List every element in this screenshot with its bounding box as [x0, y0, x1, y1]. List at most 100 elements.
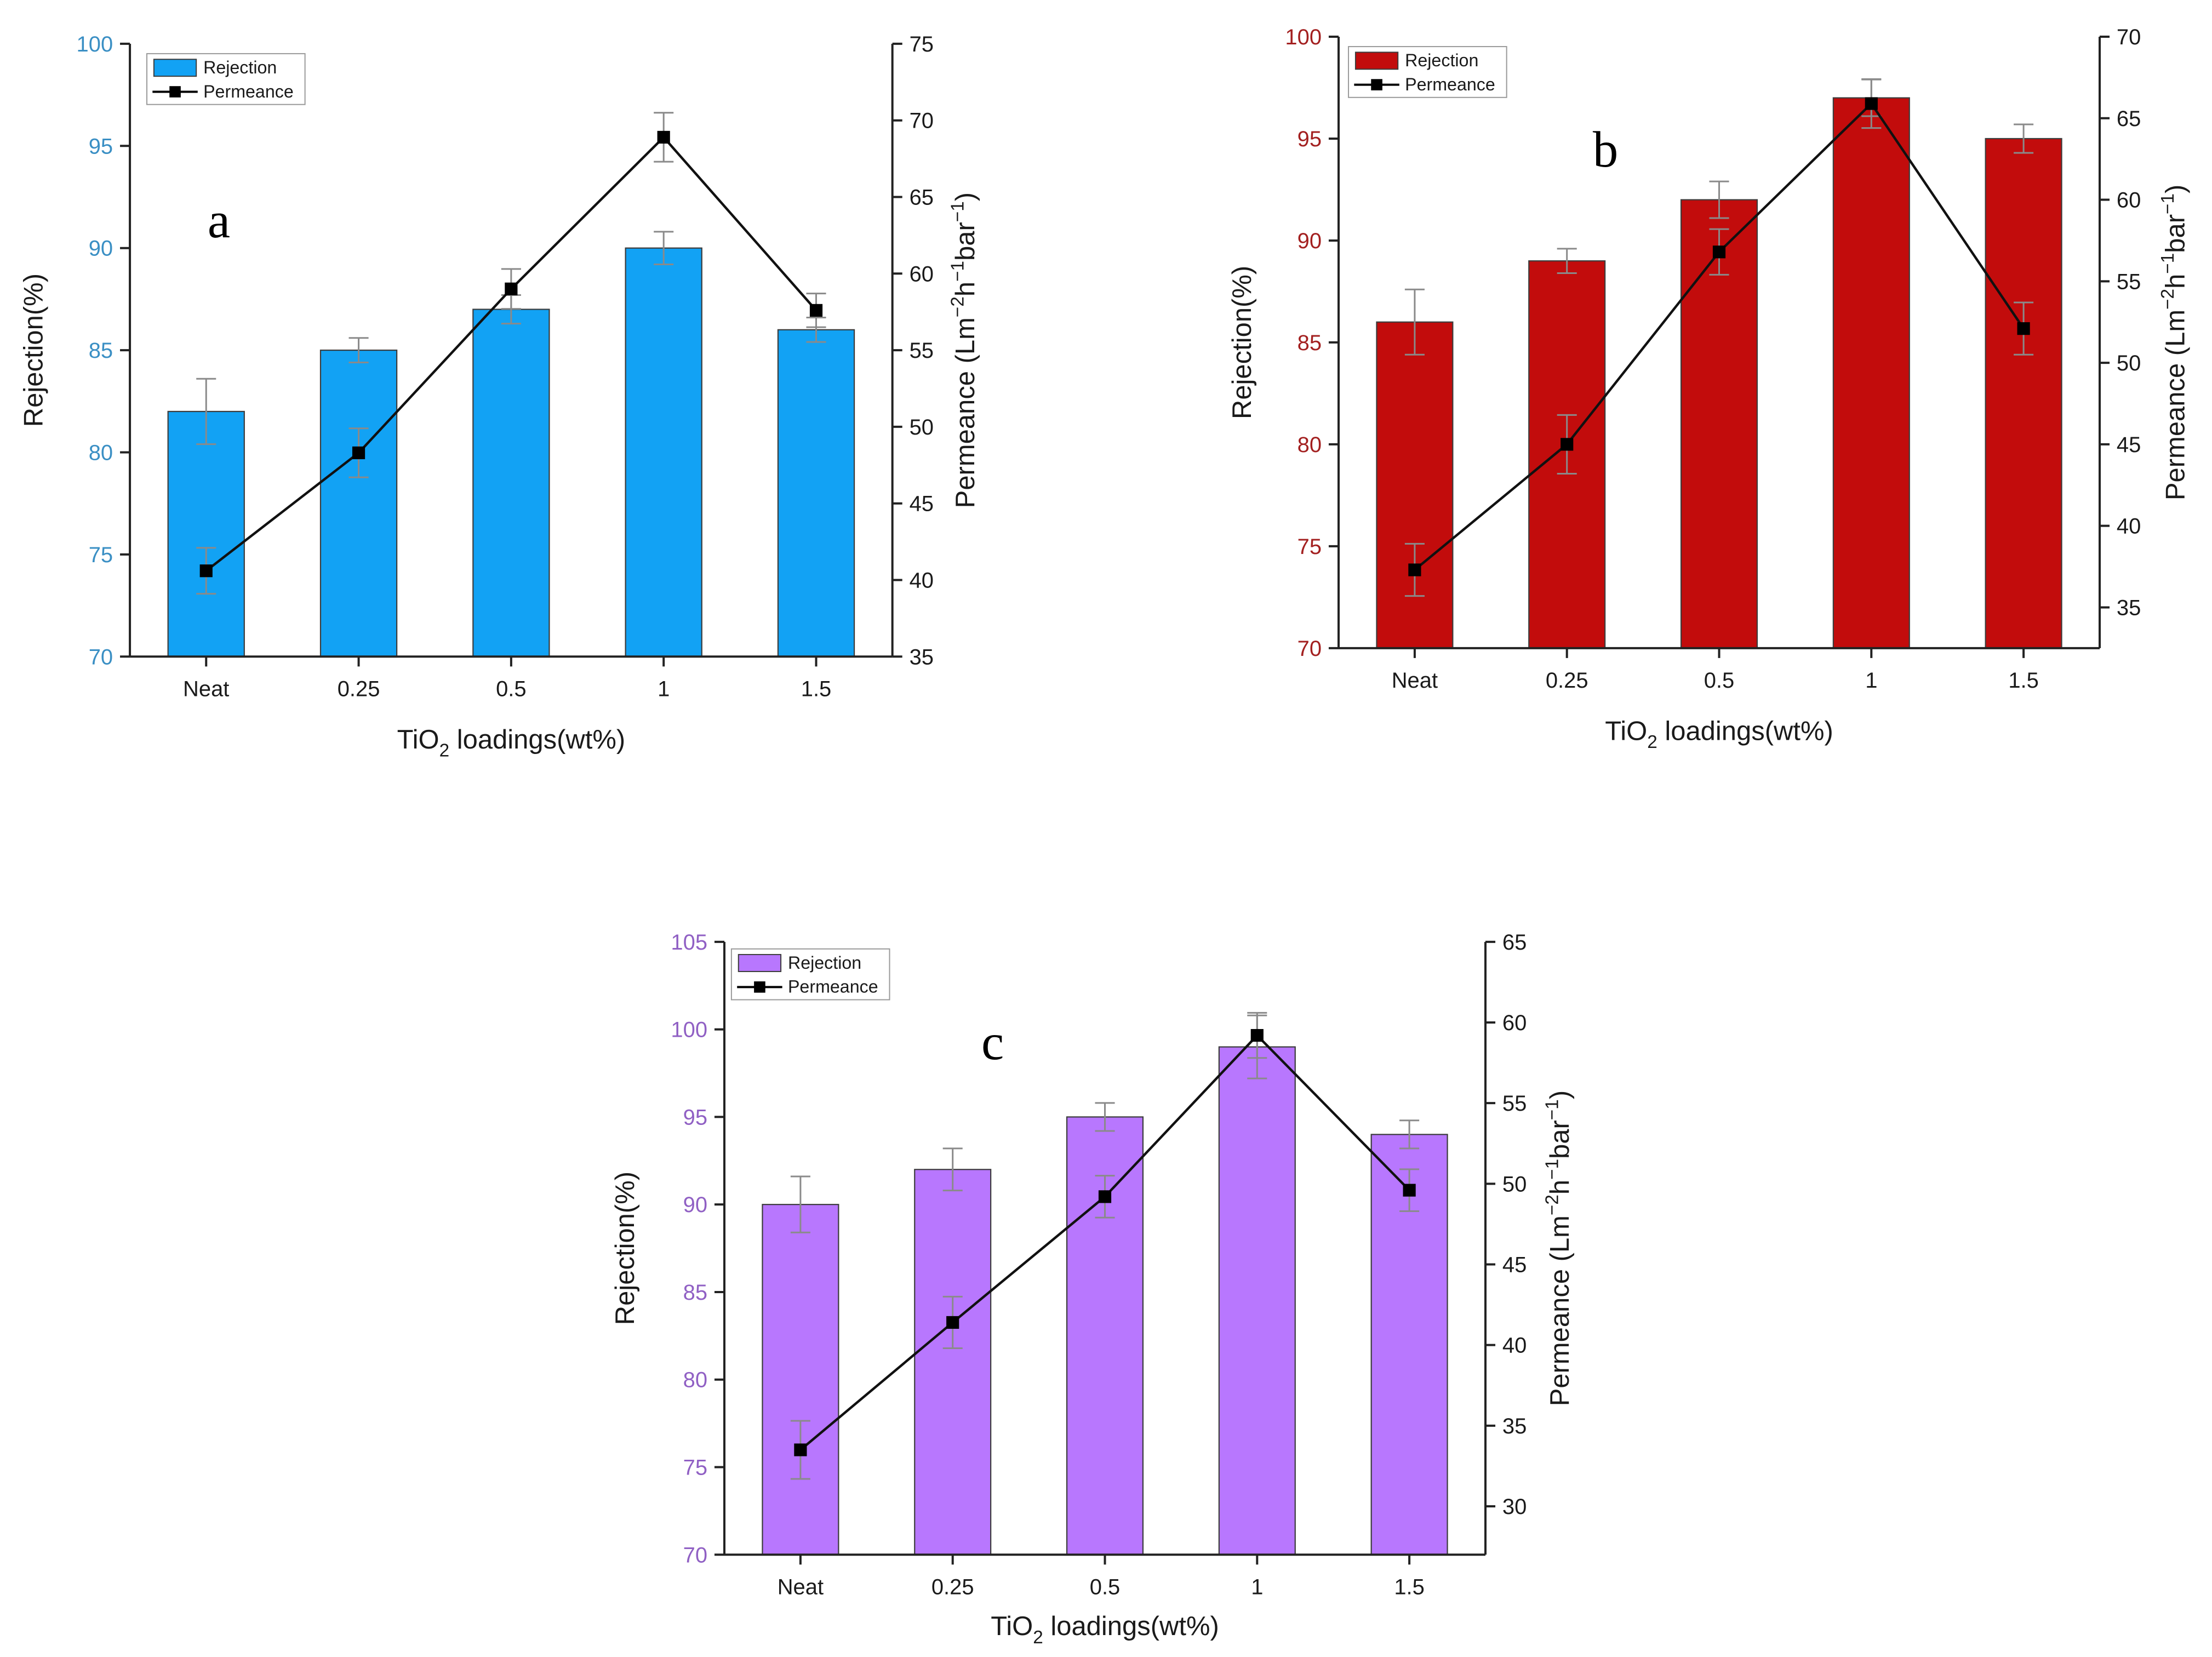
permeance-point-1	[657, 130, 670, 144]
bar-Neat	[1376, 321, 1454, 649]
bar-error-bar	[196, 378, 216, 445]
y2-axis-label: Permeance (Lm−2h−1bar−1)	[948, 192, 981, 508]
chart-panel-b: 70 75 80 85 90 95 100 35 40 45 50 55 60 65 70 Neat 0.25 0…	[1227, 25, 2190, 752]
left-tick-label: 70	[683, 1543, 707, 1567]
right-tick-label: 35	[1502, 1414, 1527, 1438]
x-tick-label: Neat	[1392, 668, 1438, 693]
x-axis-label: TiO2 loadings(wt%)	[991, 1612, 1219, 1648]
left-tick-label: 100	[1285, 25, 1322, 49]
bar-1	[1218, 1046, 1296, 1556]
bar-error-bar	[790, 1175, 810, 1233]
left-tick-label: 95	[89, 134, 113, 158]
right-tick-label: 45	[1502, 1253, 1527, 1277]
right-tick-label: 45	[910, 492, 934, 516]
permeance-point-1.5	[1403, 1184, 1416, 1197]
permeance-point-0.5	[1712, 245, 1726, 259]
x-tick-label: Neat	[183, 677, 229, 701]
permeance-point-Neat	[199, 564, 213, 578]
x-tick-label: 0.25	[338, 677, 380, 701]
left-tick-label: 95	[1298, 127, 1322, 151]
right-tick-label: 55	[2117, 270, 2141, 294]
y-axis-label: Rejection(%)	[610, 1172, 640, 1325]
bar-Neat	[167, 410, 245, 658]
left-tick-label: 80	[89, 441, 113, 465]
bar-error-bar	[1404, 288, 1425, 356]
bar-error-bar	[654, 231, 674, 266]
y-axis-label: Rejection(%)	[19, 273, 48, 427]
permeance-point-0.5	[1098, 1190, 1112, 1203]
permeance-point-1	[1865, 97, 1878, 110]
legend-permeance-marker	[1371, 79, 1382, 90]
legend-rejection-swatch	[153, 59, 197, 77]
permeance-point-0.25	[946, 1316, 959, 1329]
bar-1	[625, 247, 702, 658]
bar-error-bar	[348, 337, 369, 363]
legend-rejection-label: Rejection	[788, 953, 861, 973]
bar-1.5	[777, 329, 855, 658]
legend: Rejection Permeance	[1348, 46, 1507, 98]
right-tick-label: 35	[2117, 596, 2141, 620]
permeance-point-0.25	[352, 446, 365, 460]
right-tick-label: 60	[910, 262, 934, 286]
left-tick-label: 100	[77, 32, 113, 56]
bar-1	[1832, 97, 1910, 649]
left-tick-label: 80	[683, 1368, 707, 1392]
chart-panel-a: 70 75 80 85 90 95 100 35 40 45 50 55 60 65 70 75 Neat 0.2…	[19, 32, 980, 761]
bar-0.25	[914, 1169, 992, 1556]
permeance-point-0.25	[1561, 438, 1574, 451]
legend-permeance-label: Permeance	[1405, 75, 1495, 94]
x-tick-label: 0.5	[1090, 1575, 1121, 1599]
left-tick-label: 85	[683, 1281, 707, 1305]
bar-0.5	[472, 308, 550, 658]
legend-permeance-marker	[169, 86, 181, 98]
x-tick-label: 0.25	[1546, 668, 1588, 693]
left-tick-label: 75	[89, 543, 113, 567]
legend-rejection-swatch	[738, 954, 782, 972]
chart-panel-c: 70 75 80 85 90 95 100 105 30 35 40 45 50 55 60 65 Neat 0.…	[610, 930, 1575, 1648]
right-tick-label: 60	[1502, 1011, 1527, 1035]
x-tick-label: 0.5	[496, 677, 527, 701]
bar-error-bar	[942, 1147, 963, 1192]
left-tick-label: 95	[683, 1105, 707, 1129]
right-tick-label: 50	[1502, 1172, 1527, 1196]
left-tick-label: 85	[1298, 331, 1322, 355]
permeance-point-1.5	[809, 304, 823, 317]
bar-0.25	[319, 349, 398, 658]
legend-rejection-label: Rejection	[1405, 50, 1478, 70]
x-tick-label: 1.5	[1394, 1575, 1425, 1599]
panel-label: c	[981, 1014, 1004, 1071]
left-tick-label: 70	[1298, 637, 1322, 661]
y-axis-label: Rejection(%)	[1227, 266, 1257, 419]
right-tick-label: 50	[910, 415, 934, 439]
x-tick-label: 0.5	[1704, 668, 1735, 693]
right-tick-label: 40	[2117, 515, 2141, 539]
right-tick-label: 65	[1502, 930, 1527, 955]
left-tick-label: 105	[671, 930, 707, 955]
right-tick-label: 30	[1502, 1495, 1527, 1519]
bar-error-bar	[1399, 1119, 1420, 1150]
x-tick-label: 0.25	[931, 1575, 974, 1599]
y2-axis-label: Permeance (Lm−2h−1bar−1)	[2158, 185, 2191, 500]
x-tick-label: 1	[1251, 1575, 1263, 1599]
permeance-point-1.5	[2017, 322, 2030, 335]
right-tick-label: 35	[910, 645, 934, 669]
right-tick-label: 65	[2117, 107, 2141, 131]
right-tick-label: 45	[2117, 433, 2141, 457]
x-tick-label: 1.5	[801, 677, 832, 701]
right-tick-label: 70	[2117, 25, 2141, 49]
left-tick-label: 70	[89, 645, 113, 669]
panel-label: b	[1593, 122, 1618, 178]
legend: Rejection Permeance	[730, 948, 890, 1001]
x-tick-label: 1	[1865, 668, 1877, 693]
left-tick-label: 85	[89, 339, 113, 363]
bar-error-bar	[1709, 180, 1729, 219]
legend-permeance-marker	[754, 981, 765, 993]
legend: Rejection Permeance	[146, 53, 306, 105]
x-axis-label: TiO2 loadings(wt%)	[397, 725, 626, 761]
bar-Neat	[762, 1204, 839, 1556]
x-tick-label: Neat	[778, 1575, 824, 1599]
right-tick-label: 75	[910, 32, 934, 56]
x-axis-label: TiO2 loadings(wt%)	[1605, 716, 1833, 752]
right-tick-label: 65	[910, 185, 934, 209]
permeance-point-1	[1250, 1029, 1264, 1042]
